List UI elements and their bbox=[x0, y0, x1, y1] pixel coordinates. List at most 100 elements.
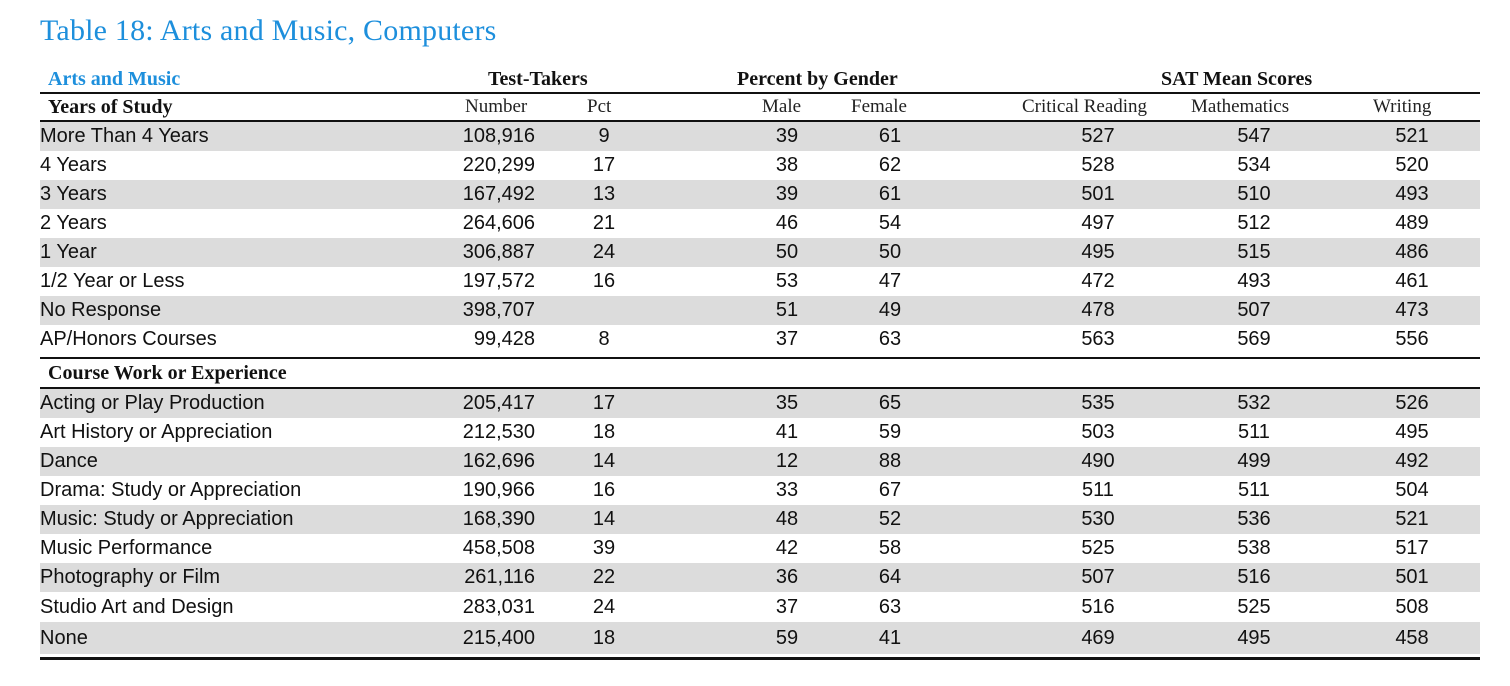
table-row: 1/2 Year or Less 197,572 16 53 47 472 493 461 bbox=[40, 267, 1480, 296]
male-cell: 37 bbox=[775, 328, 799, 350]
pct-cell: 8 bbox=[598, 328, 610, 350]
pct-cell: 14 bbox=[592, 450, 616, 472]
table-row: 2 Years 264,606 21 46 54 497 512 489 bbox=[40, 209, 1480, 238]
number-cell: 212,530 bbox=[462, 421, 535, 443]
table-row: Studio Art and Design 283,031 24 37 63 516 525… bbox=[40, 592, 1480, 622]
row-label: 1/2 Year or Less bbox=[40, 270, 185, 292]
writing-cell: 526 bbox=[1395, 392, 1429, 414]
female-cell: 61 bbox=[878, 125, 902, 147]
table-row: Art History or Appreciation 212,530 18 41 59… bbox=[40, 418, 1480, 447]
row-label: Music: Study or Appreciation bbox=[40, 508, 294, 530]
writing-cell: 458 bbox=[1395, 627, 1429, 649]
number-cell: 99,428 bbox=[473, 328, 535, 350]
pct-cell: 39 bbox=[592, 537, 616, 559]
male-cell: 12 bbox=[775, 450, 799, 472]
table-row: Photography or Film 261,116 22 36 64 507 516 50… bbox=[40, 563, 1480, 592]
mathematics-cell: 495 bbox=[1237, 627, 1271, 649]
writing-cell: 473 bbox=[1395, 299, 1429, 321]
writing-cell: 556 bbox=[1395, 328, 1429, 350]
table-bottom-rule bbox=[40, 657, 1480, 660]
male-cell: 38 bbox=[775, 154, 799, 176]
female-cell: 63 bbox=[878, 596, 902, 618]
pct-cell: 22 bbox=[592, 566, 616, 588]
subheader-rule bbox=[40, 120, 1480, 122]
critical-reading-cell: 478 bbox=[1081, 299, 1115, 321]
number-cell: 197,572 bbox=[462, 270, 535, 292]
number-cell: 162,696 bbox=[462, 450, 535, 472]
row-label: 2 Years bbox=[40, 212, 107, 234]
pct-cell: 17 bbox=[592, 154, 616, 176]
writing-cell: 517 bbox=[1395, 537, 1429, 559]
female-cell: 50 bbox=[878, 241, 902, 263]
critical-reading-cell: 497 bbox=[1081, 212, 1115, 234]
mathematics-cell: 534 bbox=[1237, 154, 1271, 176]
pct-cell: 13 bbox=[592, 183, 616, 205]
section-divider-top bbox=[40, 357, 1480, 359]
table-row: None 215,400 18 59 41 469 495 458 bbox=[40, 622, 1480, 654]
mathematics-cell: 507 bbox=[1237, 299, 1271, 321]
female-cell: 63 bbox=[878, 328, 902, 350]
writing-cell: 508 bbox=[1395, 596, 1429, 618]
row-label: Music Performance bbox=[40, 537, 213, 559]
mathematics-cell: 569 bbox=[1237, 328, 1271, 350]
row-label: Dance bbox=[40, 450, 98, 472]
pct-cell: 18 bbox=[592, 627, 616, 649]
number-cell: 283,031 bbox=[462, 596, 535, 618]
col-header-male: Male bbox=[762, 96, 802, 117]
writing-cell: 489 bbox=[1395, 212, 1429, 234]
pct-cell: 9 bbox=[598, 125, 610, 147]
mathematics-cell: 532 bbox=[1237, 392, 1271, 414]
critical-reading-cell: 530 bbox=[1081, 508, 1115, 530]
male-cell: 51 bbox=[775, 299, 799, 321]
critical-reading-cell: 495 bbox=[1081, 241, 1115, 263]
table-row: AP/Honors Courses 99,428 8 37 63 563 569 556 bbox=[40, 325, 1480, 354]
writing-cell: 504 bbox=[1395, 479, 1429, 501]
male-cell: 50 bbox=[775, 241, 799, 263]
female-cell: 58 bbox=[878, 537, 902, 559]
number-cell: 264,606 bbox=[462, 212, 535, 234]
critical-reading-cell: 503 bbox=[1081, 421, 1115, 443]
number-cell: 458,508 bbox=[462, 537, 535, 559]
number-cell: 167,492 bbox=[462, 183, 535, 205]
female-cell: 52 bbox=[878, 508, 902, 530]
table-row: Music Performance 458,508 39 42 58 525 538 517 bbox=[40, 534, 1480, 563]
number-cell: 398,707 bbox=[462, 299, 535, 321]
row-label: None bbox=[40, 627, 88, 649]
row-label: Acting or Play Production bbox=[40, 392, 265, 414]
mathematics-cell: 547 bbox=[1237, 125, 1271, 147]
col-header-number: Number bbox=[465, 96, 528, 117]
pct-cell: 21 bbox=[592, 212, 616, 234]
number-cell: 306,887 bbox=[462, 241, 535, 263]
col-header-critical-reading: Critical Reading bbox=[1022, 96, 1148, 117]
writing-cell: 493 bbox=[1395, 183, 1429, 205]
female-cell: 47 bbox=[878, 270, 902, 292]
table-row: 1 Year 306,887 24 50 50 495 515 486 bbox=[40, 238, 1480, 267]
male-cell: 39 bbox=[775, 183, 799, 205]
table-row: No Response 398,707 51 49 478 507 473 bbox=[40, 296, 1480, 325]
critical-reading-cell: 511 bbox=[1082, 479, 1114, 501]
pct-cell: 16 bbox=[592, 270, 616, 292]
writing-cell: 486 bbox=[1395, 241, 1429, 263]
header-rule bbox=[40, 92, 1480, 94]
row-label: Drama: Study or Appreciation bbox=[40, 479, 302, 501]
row-label: AP/Honors Courses bbox=[40, 328, 217, 350]
mathematics-cell: 516 bbox=[1237, 566, 1271, 588]
mathematics-cell: 511 bbox=[1238, 479, 1270, 501]
mathematics-cell: 511 bbox=[1238, 421, 1270, 443]
male-cell: 59 bbox=[775, 627, 799, 649]
female-cell: 67 bbox=[878, 479, 902, 501]
pct-cell: 18 bbox=[592, 421, 616, 443]
critical-reading-cell: 525 bbox=[1081, 537, 1115, 559]
critical-reading-cell: 563 bbox=[1081, 328, 1115, 350]
group-header-sat-mean-scores: SAT Mean Scores bbox=[1161, 68, 1313, 90]
male-cell: 39 bbox=[775, 125, 799, 147]
female-cell: 64 bbox=[878, 566, 902, 588]
female-cell: 62 bbox=[878, 154, 902, 176]
writing-cell: 495 bbox=[1395, 421, 1429, 443]
female-cell: 65 bbox=[878, 392, 902, 414]
pct-cell: 16 bbox=[592, 479, 616, 501]
female-cell: 61 bbox=[878, 183, 902, 205]
writing-cell: 461 bbox=[1395, 270, 1429, 292]
male-cell: 36 bbox=[775, 566, 799, 588]
table-row: More Than 4 Years 108,916 9 39 61 527 547 521 bbox=[40, 122, 1480, 151]
